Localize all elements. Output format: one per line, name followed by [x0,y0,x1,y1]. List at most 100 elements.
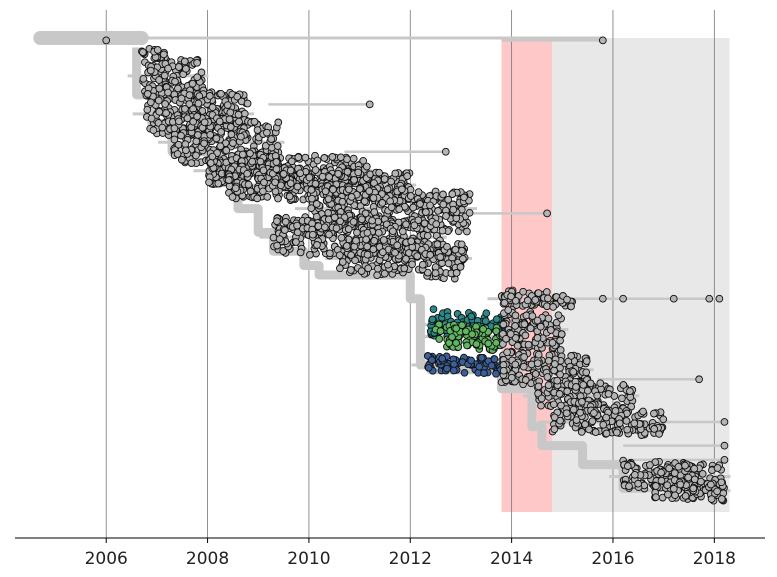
tip-point [387,177,395,186]
x-tick-label: 2006 [85,549,128,569]
tip-point [438,226,447,235]
tip-point [336,264,344,273]
tip-point [487,361,496,370]
tip-point [406,185,415,194]
tip-point [536,322,545,331]
tip-point [599,420,608,429]
tip-point [342,242,351,250]
tip-point [227,130,236,139]
tip-point [212,134,221,143]
tip-point [205,178,213,187]
tip-point [664,490,672,499]
tip-point [449,205,458,214]
tip-point [216,142,225,151]
tip-point [286,179,295,188]
tip-point [511,322,519,330]
tip-point [611,406,620,415]
tip-point [308,230,317,239]
tip-point [369,194,378,202]
tip-point [336,217,344,226]
tip-point [670,469,679,477]
tip-point [197,68,206,77]
tip-point [329,185,337,194]
tip-point [164,64,172,73]
tip-point [285,192,294,201]
tip-point [347,193,356,201]
tip-point [572,416,581,424]
tip-point [337,233,346,242]
tip-point [326,249,334,258]
tip-point [543,373,552,381]
tip-point [420,219,429,228]
tip-point [243,99,252,108]
tip-point [520,353,528,361]
tip-point [689,484,698,493]
tip-point [296,248,305,257]
tip-point [443,364,451,373]
tip-point [413,252,422,260]
tip-point [328,153,337,161]
tip-point [713,487,721,496]
tip-point [170,124,179,133]
tip-point [185,91,194,99]
tip-point [448,190,457,198]
tip-point [615,419,624,428]
tip-point [293,182,302,191]
tip-point [460,193,468,202]
tip-point [534,350,543,359]
outlier-tip-3 [365,100,374,109]
tip-point [275,235,284,243]
tip-point [272,165,281,173]
tip-point [576,408,584,417]
tip-point [590,409,598,417]
tip-point [312,200,321,208]
tip-point [231,184,240,193]
tip-point [177,94,186,103]
tip-point [444,259,453,268]
tip-point [550,413,559,422]
tip-point [362,235,370,244]
tip-point [158,123,167,132]
tip-point [697,477,705,486]
tip-point [312,212,321,221]
tip-point [407,237,416,246]
tip-point [549,400,558,409]
tip-point [238,150,247,159]
tip-point [311,179,320,188]
tip-point [279,170,288,178]
tip-point [318,172,327,181]
tip-point [426,201,434,210]
tip-point [548,338,557,347]
tip-point [193,58,201,67]
x-tick-label: 2008 [186,549,229,569]
tip-point [626,387,634,396]
tip-point [155,76,163,84]
tip-point [402,255,410,263]
tip-point [229,139,237,147]
tip-point [462,327,470,336]
tip-point [669,484,678,493]
tip-point [499,320,508,329]
tip-point [448,333,456,341]
tip-point [296,169,305,178]
tip-point [154,96,163,105]
tip-point [272,158,281,166]
tip-point [596,379,605,388]
tip-point [222,146,231,155]
tip-point [477,353,486,362]
tip-point [426,251,435,259]
tip-point [507,292,515,301]
tip-point [460,368,469,377]
tip-point [521,376,530,384]
tip-point [513,341,522,350]
outlier-tip-5 [543,209,551,218]
tip-point [623,425,632,434]
tip-point [273,241,281,250]
outlier-tip-13 [720,441,729,450]
tip-point [188,79,197,88]
x-tick-label: 2012 [389,549,432,569]
tip-point [347,266,355,274]
tip-point [389,227,397,236]
tip-point [414,188,423,196]
tip-point [544,381,553,390]
